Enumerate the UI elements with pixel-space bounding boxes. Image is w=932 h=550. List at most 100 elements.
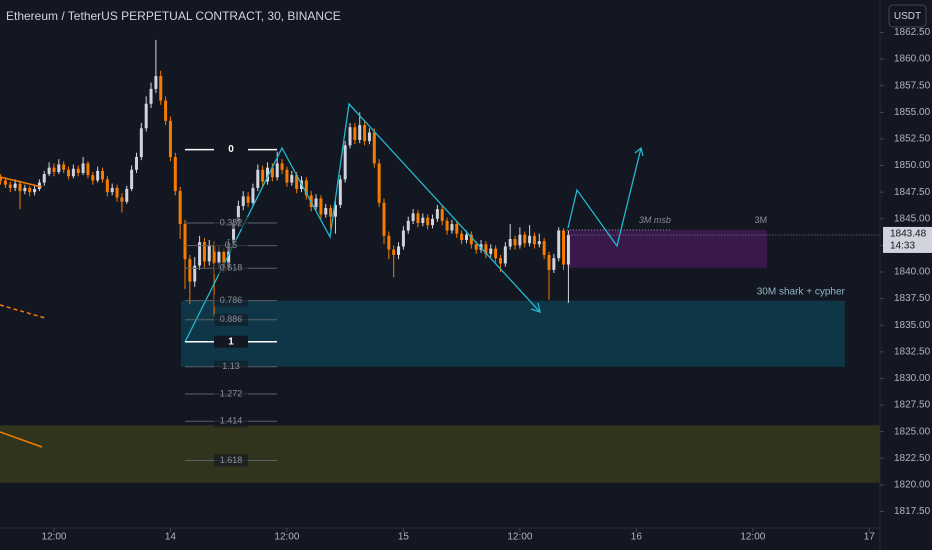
candle-body [110,187,114,193]
fib-label-bg [214,313,248,326]
fib-label-bg [214,454,248,467]
chart-title: Ethereum / TetherUS PERPETUAL CONTRACT, … [6,9,341,23]
candle-body [435,209,439,219]
candle-body [431,218,435,226]
candle-body [343,145,347,180]
candle-body [13,183,17,188]
fib-label: 1.414 [220,416,243,426]
y-tick-label: 1832.50 [894,346,931,357]
fib-label-bg [214,360,248,373]
candle-body [348,127,352,146]
candle-body [387,235,391,250]
fib-retracement: 0 0.382 0.5 0.618 0.786 0.886 1 1.13 1.272 1.414 1… [185,143,277,467]
candle-body [57,164,61,172]
candle-body [508,238,512,247]
candle-body [217,251,221,264]
candle-body [42,174,46,183]
candle-body [566,234,570,265]
fib-label-bg [214,335,248,348]
y-tick-label: 1817.50 [894,506,931,517]
candle-body [464,234,468,241]
candle-body [363,125,367,142]
currency-label[interactable]: USDT [894,11,921,22]
fib-label: 0.382 [220,217,243,227]
candle-body [382,202,386,236]
candle-body [503,246,507,264]
candle-body [401,230,405,247]
y-tick-label: 1852.50 [894,134,931,145]
fib-label-bg [214,216,248,229]
candle-body [266,167,270,182]
candle-body [222,251,226,268]
fib-label-bg [214,239,248,252]
candle-body [256,169,260,188]
candle-body [178,191,182,225]
y-tick-label: 1830.00 [894,373,931,384]
candle-body [202,242,206,262]
candle-body [62,164,66,170]
candle-body [115,187,119,198]
fib-label-bg [214,294,248,307]
candle-body [295,175,299,189]
y-tick-label: 1860.00 [894,54,931,65]
candle-body [173,157,177,192]
y-tick-label: 1845.00 [894,213,931,224]
candle-body [353,127,357,140]
fib-label: 0.618 [220,263,243,273]
countdown: 14:33 [890,241,915,252]
y-tick-label: 1862.50 [894,27,931,38]
candle-body [474,244,478,250]
x-tick-label: 16 [631,532,643,543]
currency-button[interactable] [888,4,927,28]
candle-body [498,258,502,264]
zone [566,229,767,268]
candle-body [67,169,71,177]
candle-body [460,233,464,241]
fib-label: 0 [228,144,234,155]
y-tick-label: 1837.50 [894,293,931,304]
candle-body [290,175,294,183]
candle-body [557,230,561,259]
candle-body [81,163,85,173]
candle-body [154,76,158,89]
arrow-head [634,146,644,157]
candle-body [183,224,187,260]
candle-body [333,204,337,217]
candle-body [416,213,420,224]
fib-label: 1.13 [222,361,240,371]
candle-body [18,183,22,192]
candle-body [232,223,236,244]
candle-body [426,217,430,226]
candle-body [314,198,318,208]
candle-body [494,248,498,259]
y-tick-label: 1847.50 [894,187,931,198]
y-tick-label: 1825.00 [894,426,931,437]
candle-body [455,224,459,234]
candle-body [270,167,274,178]
candle-body [105,179,109,193]
x-tick-label: 15 [398,532,410,543]
candle-body [285,169,289,183]
candle-body [358,125,362,140]
candle-body [52,167,56,172]
candle-body [489,248,493,254]
candle-body [0,177,3,181]
fib-label: 1.272 [220,388,243,398]
fib-label: 0.5 [225,240,238,250]
candle-body [71,168,75,177]
candle-body [421,217,425,224]
y-tick-label: 1840.00 [894,267,931,278]
arrow-head [530,302,541,313]
candle-body [120,197,124,202]
y-tick-label: 1822.50 [894,453,931,464]
zones: 30M shark + cypher 3M msb 3M [0,215,880,483]
trend-line [0,176,43,188]
candle-body [130,169,134,189]
candle-body [484,244,488,254]
candle-body [518,234,522,246]
candle-body [338,179,342,205]
candle-body [76,168,80,173]
zone [0,425,880,483]
candle-body [377,163,381,203]
candle-body [397,246,401,255]
